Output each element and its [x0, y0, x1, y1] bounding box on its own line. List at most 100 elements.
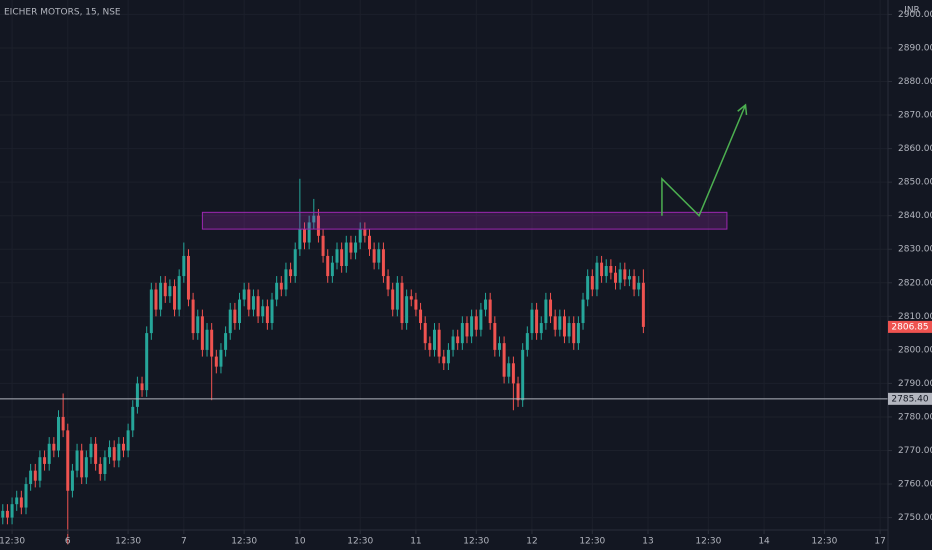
candle-body [521, 349, 525, 401]
candle-body [145, 333, 149, 391]
candle-body [330, 262, 334, 277]
arrow [661, 104, 747, 218]
candle-body [56, 416, 60, 451]
x-tick-label: 7 [181, 537, 187, 547]
candle-body [154, 289, 158, 310]
candle-body [549, 299, 553, 317]
candle-body [627, 276, 631, 280]
candle-body [108, 447, 112, 458]
candle-body [242, 289, 246, 300]
candle-body [562, 316, 566, 337]
candle-body [340, 249, 344, 267]
candle-body [470, 316, 474, 337]
axes: 2750.00 2760.00 2770.00 2780.00 2790.00 2800.… [0, 10, 932, 547]
candle-body [140, 383, 144, 391]
candle-body [326, 255, 330, 277]
candle-body [419, 309, 423, 324]
candle-body [405, 296, 409, 324]
y-tick-label: 2840.00 [898, 211, 932, 221]
y-tick-label: 2760.00 [898, 480, 932, 490]
candle-body [590, 276, 594, 290]
candle-body [247, 289, 251, 310]
candle-body [70, 470, 74, 491]
candle-body [261, 306, 265, 317]
candle-body [618, 269, 622, 283]
candle-body [623, 269, 627, 280]
candle-body [609, 266, 613, 273]
y-tick-label: 2800.00 [898, 345, 932, 355]
x-tick-label: 6 [65, 537, 71, 547]
candle-body [632, 276, 636, 290]
candle-body [15, 497, 19, 505]
candle-body [131, 406, 135, 431]
candle-body [75, 450, 79, 471]
candle-body [600, 262, 604, 277]
candle-body [94, 443, 98, 464]
candle-body [414, 299, 418, 310]
candle-body [386, 276, 390, 290]
candle-body [121, 443, 125, 451]
candle-body [567, 323, 571, 337]
candle-body [284, 269, 288, 290]
candle-body [377, 249, 381, 263]
candle-body [442, 356, 446, 364]
candle-body [465, 323, 469, 337]
candle-body [358, 229, 362, 243]
candle-body [33, 470, 37, 481]
candle-body [391, 289, 395, 310]
candle-body [5, 510, 9, 518]
zone [201, 211, 728, 230]
candle-body [126, 430, 130, 451]
arrow-head [737, 103, 748, 116]
x-tick-label: 13 [642, 537, 653, 547]
candle-body [210, 329, 214, 357]
candle-body [484, 299, 488, 310]
candle-body [196, 316, 200, 334]
candle-body [497, 343, 501, 350]
candle-body [451, 336, 455, 350]
candle-body [182, 255, 186, 277]
candle-body [293, 249, 297, 277]
candle-body [251, 296, 255, 310]
candle-body [265, 306, 269, 324]
x-tick-label: 11 [410, 537, 421, 547]
candle-body [321, 235, 325, 256]
y-tick-label: 2880.00 [898, 77, 932, 87]
candle-body [275, 282, 279, 300]
candle-body [493, 323, 497, 350]
candle-body [367, 235, 371, 250]
candle-body [586, 276, 590, 300]
candle-body [52, 443, 56, 451]
x-tick-label: 12:30 [695, 537, 721, 547]
candle-body [637, 282, 641, 290]
candle-body [24, 484, 28, 508]
x-tick-label: 10 [294, 537, 306, 547]
candle-body [168, 286, 172, 297]
candle-body [112, 447, 116, 461]
candle-body [354, 242, 358, 253]
last-price-label: 2806.85 [891, 322, 928, 332]
candle-body [409, 296, 413, 300]
candle-body [89, 443, 93, 458]
candle-body [307, 222, 311, 243]
candle-body [149, 289, 153, 334]
candle-body [400, 282, 404, 324]
x-tick-label: 14 [758, 537, 770, 547]
candle-body [19, 497, 23, 508]
candle-body [349, 242, 353, 253]
last-price-box [888, 320, 932, 333]
candle-body [516, 383, 520, 401]
candle-body [576, 323, 580, 344]
candle-body [279, 282, 283, 290]
y-tick-label: 2860.00 [898, 144, 932, 154]
candle-body [312, 215, 316, 223]
candle-body [43, 457, 47, 464]
candle-body [511, 363, 515, 384]
candle-body [363, 229, 367, 236]
candle-body [191, 299, 195, 334]
candle-body [335, 249, 339, 263]
candle-body [270, 299, 274, 324]
chart-title: EICHER MOTORS, 15, NSE [4, 8, 121, 18]
y-tick-label: 2790.00 [898, 379, 932, 389]
